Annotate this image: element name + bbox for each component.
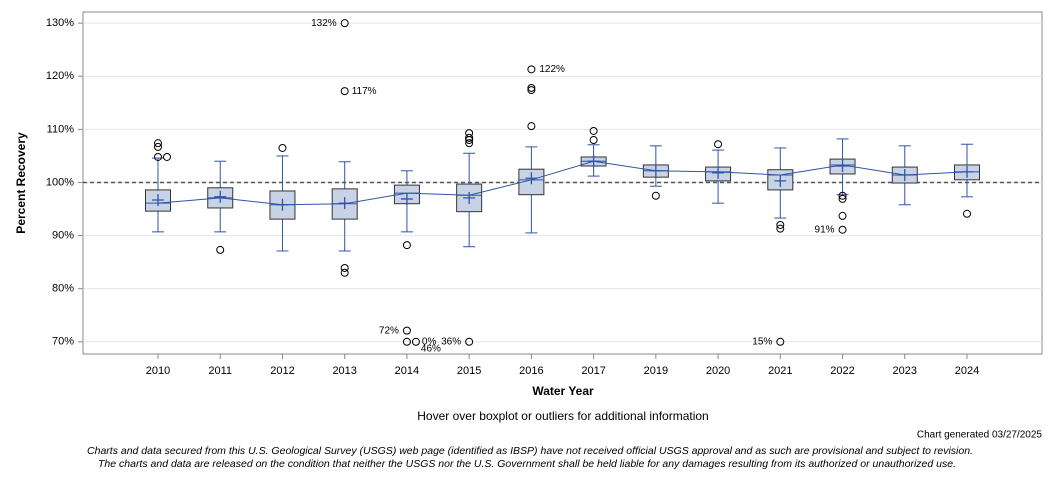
x-tick-label: 2020	[706, 365, 730, 377]
outlier[interactable]	[411, 337, 420, 346]
outlier[interactable]	[402, 337, 411, 346]
note: Hover over boxplot or outliers for addit…	[417, 409, 708, 423]
outlier[interactable]	[402, 241, 411, 250]
outlier[interactable]	[776, 337, 785, 346]
outlier[interactable]	[340, 87, 349, 96]
outlier[interactable]	[154, 152, 162, 161]
mean-marker[interactable]	[214, 190, 227, 203]
mean-marker[interactable]	[712, 166, 725, 179]
x-tick-label: 2013	[332, 365, 356, 377]
outlier-label: 72%	[379, 325, 399, 336]
outlier[interactable]	[402, 326, 411, 335]
outlier[interactable]	[465, 133, 474, 142]
y-tick-label: 100%	[46, 176, 74, 188]
outlier[interactable]	[838, 191, 847, 200]
outlier-label: 132%	[311, 18, 337, 29]
outlier[interactable]	[154, 142, 162, 151]
disclaimer: Charts and data secured from this U.S. G…	[87, 445, 973, 457]
x-tick-label: 2016	[519, 365, 543, 377]
x-tick-label: 2017	[581, 365, 605, 377]
outlier[interactable]	[163, 152, 171, 161]
outlier-label: 117%	[352, 86, 377, 97]
x-tick-label: 2019	[644, 365, 668, 377]
mean-marker[interactable]	[400, 192, 413, 205]
outlier[interactable]	[776, 220, 785, 229]
y-tick-label: 70%	[52, 336, 74, 348]
outlier[interactable]	[651, 191, 660, 200]
outlier[interactable]	[527, 83, 536, 92]
outlier[interactable]	[589, 126, 598, 135]
outlier[interactable]	[340, 19, 349, 28]
x-tick-label: 2015	[457, 365, 481, 377]
disclaimer: The charts and data are released on the …	[98, 458, 956, 470]
x-tick-label: 2012	[270, 365, 294, 377]
y-axis-label: Percent Recovery	[14, 132, 28, 234]
x-tick-label: 2014	[395, 365, 419, 377]
outlier[interactable]	[465, 139, 474, 148]
outlier-label: 0%	[422, 336, 437, 347]
x-tick-label: 2024	[955, 365, 979, 377]
y-tick-label: 110%	[47, 123, 75, 135]
x-tick-label: 2023	[893, 365, 917, 377]
x-axis-label: Water Year	[532, 384, 594, 398]
outlier[interactable]	[838, 225, 847, 234]
box[interactable]	[456, 183, 483, 213]
y-tick-label: 90%	[52, 229, 74, 241]
mean-marker[interactable]	[774, 174, 787, 187]
outlier[interactable]	[527, 65, 536, 74]
outlier-label: 15%	[752, 336, 772, 347]
outlier[interactable]	[838, 211, 847, 220]
outlier[interactable]	[776, 224, 785, 233]
outlier-label: 46%	[421, 343, 441, 354]
x-tick-label: 2022	[830, 365, 854, 377]
y-tick-label: 130%	[46, 17, 74, 29]
outlier[interactable]	[340, 263, 349, 272]
x-tick-label: 2021	[768, 365, 792, 377]
outlier-label: 36%	[441, 336, 461, 347]
outlier[interactable]	[527, 86, 536, 95]
mean-marker[interactable]	[152, 193, 164, 206]
outlier[interactable]	[963, 209, 971, 218]
generated: Chart generated 03/27/2025	[917, 430, 1043, 441]
outlier[interactable]	[589, 135, 598, 144]
outlier[interactable]	[154, 139, 162, 148]
outlier[interactable]	[527, 122, 536, 131]
x-tick-label: 2010	[146, 365, 170, 377]
x-tick-label: 2011	[208, 365, 232, 377]
outlier[interactable]	[216, 245, 225, 254]
outlier[interactable]	[465, 337, 474, 346]
outlier[interactable]	[465, 135, 474, 144]
y-tick-label: 80%	[52, 283, 74, 295]
outlier[interactable]	[838, 194, 847, 203]
mean-marker[interactable]	[463, 191, 476, 204]
outlier[interactable]	[340, 268, 349, 277]
outlier[interactable]	[714, 140, 723, 149]
outlier-label: 91%	[815, 224, 835, 235]
median-line	[157, 160, 968, 206]
outlier[interactable]	[278, 143, 287, 152]
y-tick-label: 120%	[46, 70, 74, 82]
outlier-label: 122%	[539, 64, 565, 75]
